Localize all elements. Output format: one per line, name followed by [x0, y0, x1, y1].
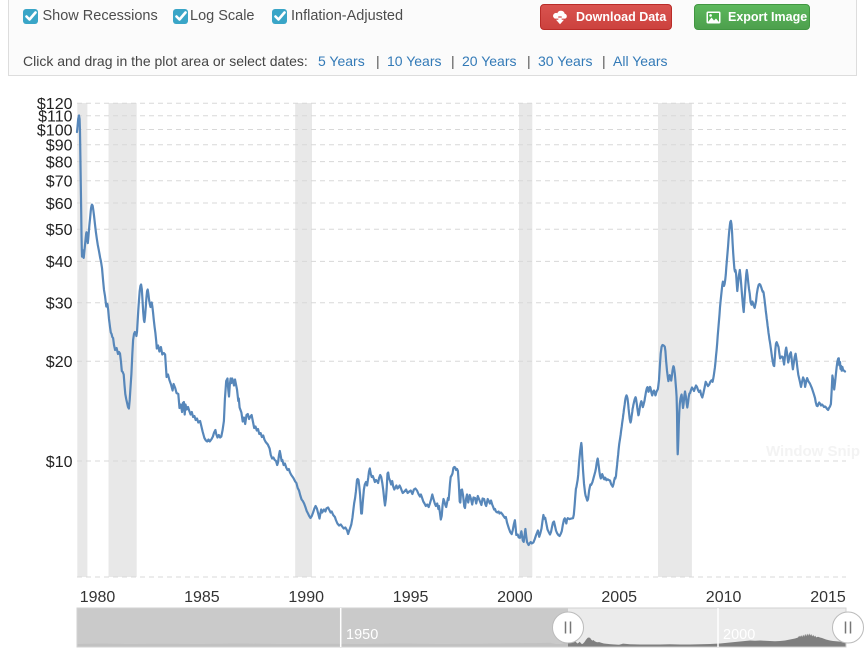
svg-text:2005: 2005: [601, 589, 637, 606]
svg-text:$80: $80: [46, 154, 73, 171]
svg-text:1985: 1985: [184, 589, 220, 606]
svg-text:$60: $60: [46, 196, 73, 213]
svg-text:2010: 2010: [706, 589, 742, 606]
svg-text:$30: $30: [46, 296, 73, 313]
svg-text:$120: $120: [37, 96, 73, 113]
svg-text:1950: 1950: [346, 627, 378, 643]
svg-text:$40: $40: [46, 254, 73, 271]
svg-text:$110: $110: [38, 109, 73, 126]
svg-text:$10: $10: [46, 454, 73, 471]
svg-text:Window Snip: Window Snip: [766, 443, 860, 460]
svg-text:$50: $50: [46, 222, 73, 239]
svg-text:2015: 2015: [810, 589, 846, 606]
svg-text:2000: 2000: [497, 589, 533, 606]
svg-text:$90: $90: [46, 138, 73, 155]
svg-text:$100: $100: [37, 122, 73, 139]
svg-text:2000: 2000: [723, 627, 755, 643]
svg-text:$20: $20: [46, 354, 73, 371]
svg-text:$70: $70: [46, 174, 73, 191]
svg-text:1980: 1980: [80, 589, 116, 606]
svg-text:1990: 1990: [288, 589, 324, 606]
svg-text:1995: 1995: [393, 589, 429, 606]
